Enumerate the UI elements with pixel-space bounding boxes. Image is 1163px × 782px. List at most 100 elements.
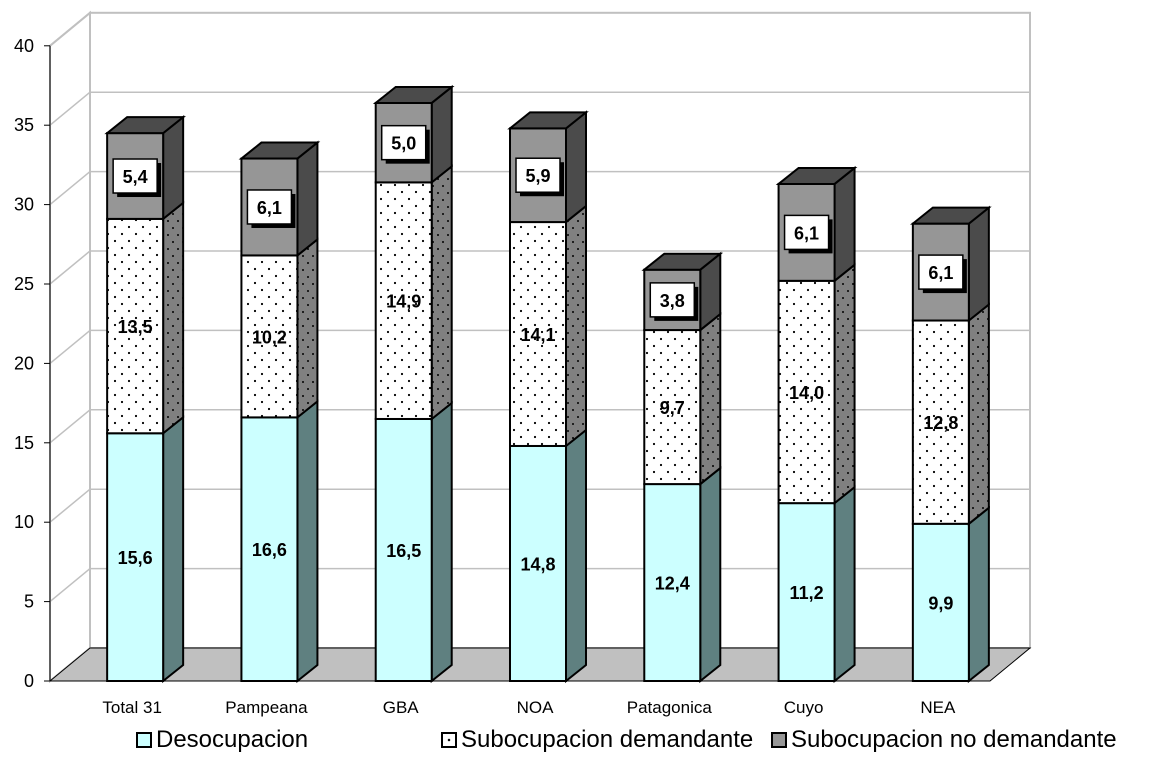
bar-side (162, 200, 185, 436)
data-label: 12,4 (655, 574, 690, 594)
gridline (49, 568, 91, 603)
bar-top (372, 85, 455, 104)
bar-side (833, 262, 856, 506)
data-label: 6,1 (257, 198, 282, 218)
data-label-box (112, 158, 158, 194)
data-label-box (380, 124, 427, 161)
y-tick-label: 30 (14, 195, 34, 215)
y-tick-label: 5 (24, 592, 34, 612)
x-axis: Total 31 Pampeana GBA NOA Patagonica Cuyo NEA (50, 680, 990, 717)
x-tick-label: Cuyo (784, 698, 824, 717)
data-label: 10,2 (252, 327, 287, 347)
data-label-box (918, 254, 964, 290)
data-label: 14,0 (789, 383, 824, 403)
legend: Desocupacion Subocupacion demandante Sub… (0, 726, 1163, 782)
bar-side (967, 505, 990, 684)
data-label-box (515, 157, 561, 193)
bar-side (699, 466, 722, 684)
y-tick-label: 40 (14, 36, 34, 56)
data-label: 9,7 (660, 398, 685, 418)
bar-segment (374, 417, 433, 682)
bar-side (162, 415, 185, 684)
legend-swatch-subocupacion-demandante (441, 732, 457, 748)
gridline (49, 171, 91, 206)
data-label-box (246, 189, 293, 225)
gridline (49, 409, 91, 444)
data-label: 5,4 (123, 167, 148, 187)
y-tick-label: 0 (24, 671, 34, 691)
bar-side (296, 399, 319, 684)
bar-top (507, 111, 589, 130)
x-tick-label: GBA (383, 698, 420, 717)
gridline (49, 250, 91, 285)
bar-side (833, 485, 856, 684)
gridline (49, 488, 91, 523)
data-label-box (649, 282, 696, 318)
data-label: 16,6 (252, 540, 287, 560)
bar-side (430, 164, 453, 422)
bar-side (565, 203, 587, 449)
bar-side (296, 237, 319, 420)
data-label: 14,8 (520, 554, 555, 574)
x-tick-label: NEA (920, 698, 956, 717)
bar-top (238, 141, 321, 160)
bar-side (699, 311, 722, 487)
legend-label: Subocupacion demandante (461, 726, 754, 753)
data-label: 9,9 (928, 593, 953, 613)
bar-side (967, 302, 990, 526)
bar-side (833, 165, 856, 283)
data-labels: 15,6 13,5 5,4 16,6 10,2 6,1 16,5 14,9 5,0 14,8 14,… (112, 124, 967, 613)
data-label: 5,9 (525, 166, 550, 186)
data-label: 6,1 (928, 263, 953, 283)
bar-segment (240, 416, 299, 682)
y-axis: 0 5 10 15 20 25 30 35 40 (14, 36, 51, 691)
bar-top (104, 116, 186, 135)
data-label: 13,5 (118, 317, 153, 337)
bar-side (565, 427, 587, 684)
legend-item-desocupacion: Desocupacion (136, 726, 308, 754)
bar-segment (374, 181, 433, 420)
bar-segment (777, 279, 836, 505)
bar-top (775, 166, 858, 185)
x-tick-label: NOA (517, 698, 555, 717)
gridline (49, 91, 91, 126)
bar-segment (106, 217, 165, 435)
data-label: 3,8 (660, 291, 685, 311)
y-tick-label: 20 (14, 353, 34, 373)
legend-label: Desocupacion (156, 726, 309, 753)
bar-side (162, 115, 185, 221)
y-tick-label: 35 (14, 115, 34, 135)
bar-top (910, 206, 992, 225)
legend-item-subocupacion-no-demandante: Subocupacion no demandante (771, 726, 1117, 754)
bar-side (430, 400, 453, 684)
y-tick-label: 10 (14, 512, 34, 532)
bar-side (565, 110, 587, 225)
data-label-box (783, 214, 830, 251)
legend-label: Subocupacion no demandante (791, 726, 1117, 753)
bar-top (641, 252, 724, 271)
data-label: 14,9 (386, 292, 421, 312)
bar-segment (911, 319, 970, 525)
gridline (49, 329, 91, 364)
bar-segment (106, 432, 165, 682)
data-label: 14,1 (520, 325, 555, 345)
bar-side (296, 140, 319, 258)
x-tick-label: Total 31 (102, 698, 162, 717)
bar-segment (240, 254, 299, 419)
legend-item-subocupacion-demandante: Subocupacion demandante (441, 726, 753, 754)
data-label: 15,6 (118, 548, 153, 568)
bar-segment (509, 221, 567, 447)
y-tick-label: 15 (14, 433, 34, 453)
legend-swatch-subocupacion-no-demandante (771, 732, 787, 748)
bar-segment (643, 329, 702, 486)
bar-segment (643, 483, 702, 683)
data-label: 16,5 (386, 541, 421, 561)
data-label: 6,1 (794, 223, 819, 243)
x-tick-label: Pampeana (225, 698, 308, 717)
data-label: 5,0 (391, 134, 416, 154)
legend-swatch-desocupacion (136, 732, 152, 748)
data-label: 12,8 (923, 413, 958, 433)
y-tick-label: 25 (14, 274, 34, 294)
gridline (49, 12, 91, 47)
